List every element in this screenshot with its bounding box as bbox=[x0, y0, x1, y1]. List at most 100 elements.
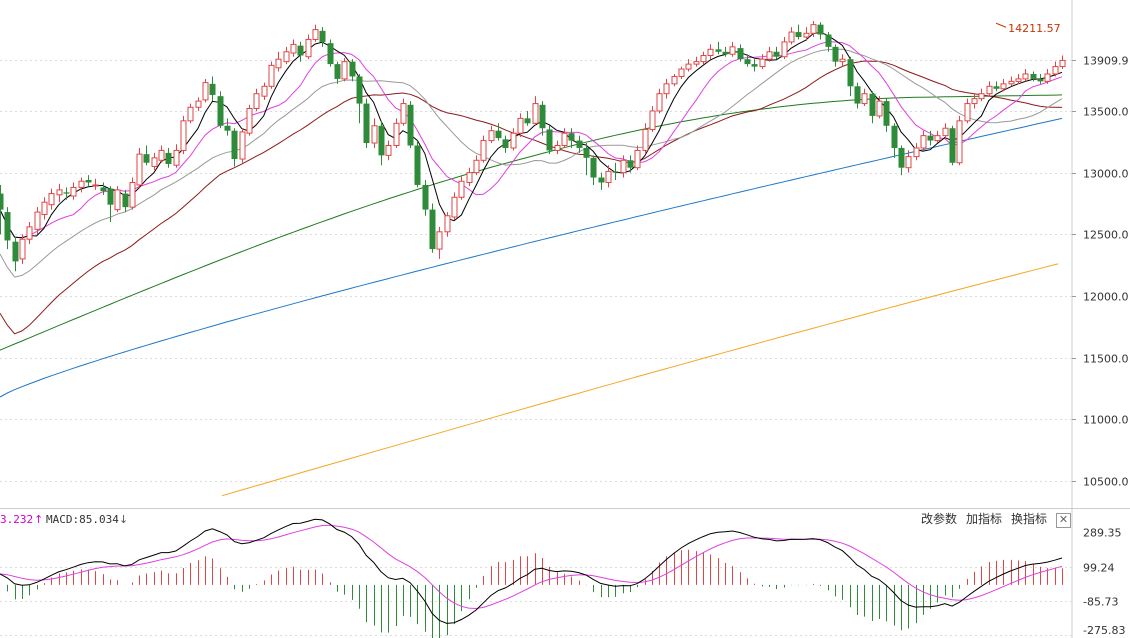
candle-body bbox=[349, 61, 356, 77]
candle-body bbox=[832, 46, 839, 62]
candle-body bbox=[151, 157, 158, 167]
candle-body bbox=[715, 49, 722, 52]
candle-body bbox=[898, 147, 905, 168]
ma20-line bbox=[0, 48, 1063, 278]
candle-body bbox=[620, 159, 627, 174]
candle-body bbox=[400, 103, 407, 124]
price-tick-label: 13000.0 bbox=[1083, 168, 1129, 181]
candle-body bbox=[605, 170, 612, 183]
candle-body bbox=[239, 131, 246, 160]
candle-body bbox=[942, 127, 949, 137]
candle-body bbox=[158, 149, 165, 161]
candle-body bbox=[224, 125, 231, 131]
candle-body bbox=[393, 122, 400, 146]
candle-body bbox=[825, 34, 832, 47]
candle-body bbox=[1044, 73, 1051, 82]
candle-body bbox=[458, 180, 465, 198]
change-params-button[interactable]: 改参数 bbox=[921, 512, 958, 526]
candle-body bbox=[883, 101, 890, 126]
candle-body bbox=[678, 68, 685, 77]
candle-body bbox=[847, 59, 854, 87]
candle-body bbox=[466, 172, 473, 183]
candle-body bbox=[649, 110, 656, 130]
price-tick-label: 11000.0 bbox=[1083, 414, 1129, 427]
candle-body bbox=[305, 38, 312, 58]
candle-body bbox=[356, 76, 363, 104]
candle-body bbox=[956, 120, 963, 164]
candle-body bbox=[92, 184, 99, 187]
candle-body bbox=[429, 209, 436, 250]
candle-body bbox=[0, 193, 4, 210]
ma250-line bbox=[221, 263, 1059, 497]
up-arrow-icon: ↑ bbox=[34, 513, 44, 526]
candle-body bbox=[737, 48, 744, 60]
price-axis: 13909.9 13500.0 13000.0 12500.0 12000.0 11500… bbox=[1072, 55, 1129, 489]
annotation-pointer bbox=[995, 22, 1007, 28]
candle-body bbox=[63, 192, 70, 194]
candle-body bbox=[913, 147, 920, 158]
candle-body bbox=[934, 135, 941, 142]
candle-body bbox=[1000, 83, 1007, 90]
candle-body bbox=[993, 86, 1000, 89]
candle-body bbox=[275, 58, 282, 69]
candle-body bbox=[700, 54, 707, 63]
candle-body bbox=[781, 41, 788, 58]
candle-body bbox=[202, 82, 209, 101]
candle-body bbox=[744, 59, 751, 65]
candle-body bbox=[751, 64, 758, 67]
candle-body bbox=[861, 93, 868, 105]
candle-body bbox=[41, 201, 48, 216]
candle-body bbox=[407, 104, 414, 146]
candle-body bbox=[436, 231, 443, 250]
candle-body bbox=[107, 188, 114, 205]
candle-body bbox=[129, 181, 136, 208]
candle-body bbox=[4, 212, 11, 241]
candle-body bbox=[663, 83, 670, 95]
add-indicator-button[interactable]: 加指标 bbox=[966, 512, 1003, 526]
candle-body bbox=[444, 215, 451, 233]
annotation-label: 14211.57 bbox=[1008, 22, 1061, 35]
candle-body bbox=[891, 125, 898, 148]
candle-body bbox=[920, 135, 927, 149]
candle-body bbox=[1008, 80, 1015, 85]
candle-body bbox=[554, 144, 561, 151]
candle-body bbox=[231, 130, 238, 160]
candle-body bbox=[729, 46, 736, 55]
candle-body bbox=[803, 32, 810, 38]
price-tick-label: 13909.9 bbox=[1083, 55, 1129, 68]
candle-body bbox=[187, 106, 194, 122]
close-icon[interactable]: ✕ bbox=[1056, 513, 1071, 528]
candle-body bbox=[480, 140, 487, 161]
candle-body bbox=[334, 64, 341, 79]
candle-body bbox=[869, 93, 876, 116]
candle-body bbox=[283, 51, 290, 63]
candle-body bbox=[473, 159, 480, 174]
price-tick-label: 12000.0 bbox=[1083, 291, 1129, 304]
candle-body bbox=[378, 125, 385, 156]
candle-body bbox=[568, 133, 575, 141]
candle-body bbox=[795, 32, 802, 37]
candle-body bbox=[56, 189, 63, 196]
candle-body bbox=[1059, 59, 1066, 68]
macd-tick-label: 99.24 bbox=[1083, 562, 1115, 575]
candle-body bbox=[363, 103, 370, 144]
candle-body bbox=[385, 144, 392, 156]
macd-tick-label: -85.73 bbox=[1083, 596, 1118, 609]
candle-body bbox=[422, 184, 429, 210]
candle-body bbox=[1022, 73, 1029, 80]
candle-body bbox=[817, 24, 824, 35]
candle-body bbox=[290, 43, 297, 54]
candle-body bbox=[854, 86, 861, 104]
candle-body bbox=[70, 186, 77, 197]
candle-body bbox=[34, 211, 41, 230]
switch-indicator-button[interactable]: 换指标 bbox=[1011, 512, 1048, 526]
candle-body bbox=[627, 160, 634, 168]
candle-body bbox=[788, 31, 795, 43]
candle-body bbox=[246, 108, 253, 134]
macd-histogram bbox=[7, 549, 1063, 638]
candle-body bbox=[78, 180, 85, 188]
price-tick-label: 12500.0 bbox=[1083, 229, 1129, 242]
macd-value: MACD:85.034 bbox=[46, 513, 119, 526]
candle-body bbox=[685, 63, 692, 70]
